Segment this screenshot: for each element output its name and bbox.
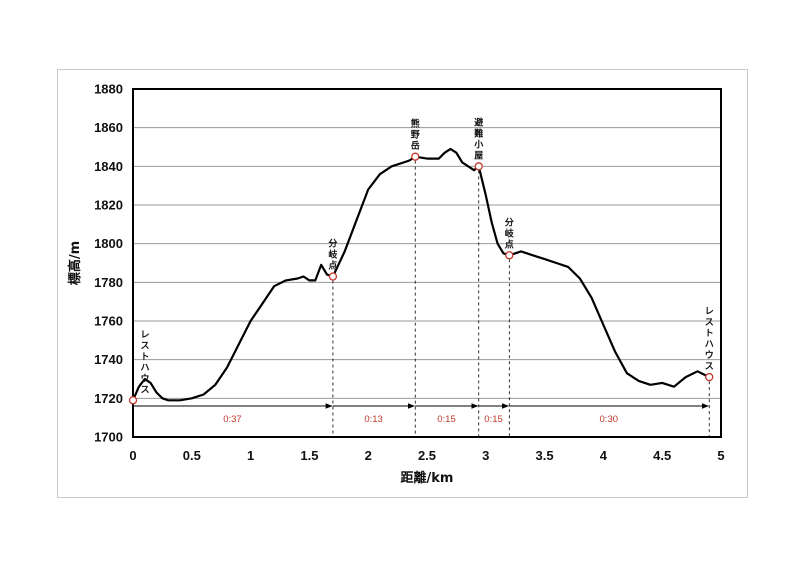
waypoint-label-char: 野 [411, 130, 420, 141]
x-tick-label: 3 [482, 448, 489, 463]
waypoint-label-char: ウ [705, 350, 714, 361]
waypoint-label-char: 分 [505, 216, 514, 228]
waypoint-label-char: ト [140, 351, 149, 362]
x-tick-label: 1 [247, 448, 254, 463]
waypoint-label-char: 点 [328, 260, 337, 272]
waypoint-marker [128, 396, 138, 405]
waypoint-label-char: ス [140, 384, 149, 395]
waypoint-label-char: ハ [705, 340, 714, 350]
y-tick-label: 1780 [94, 275, 123, 290]
waypoint-label-char: レ [705, 306, 714, 317]
waypoint-label-char: ト [705, 328, 714, 339]
waypoint-label-char: 小 [473, 138, 483, 150]
elevation-line [131, 147, 711, 402]
waypoint-label-char: 点 [505, 238, 514, 250]
y-tick-label: 1800 [94, 236, 123, 251]
y-tick-label: 1700 [94, 430, 123, 445]
waypoint-label-char: 避 [474, 116, 484, 128]
x-tick-label: 3.5 [536, 448, 554, 463]
segment-time-label: 0:15 [484, 414, 503, 425]
x-tick-label: 1.5 [300, 448, 318, 463]
waypoint-label-char: ス [705, 361, 714, 372]
y-tick-label: 1820 [94, 198, 123, 213]
waypoint-marker [411, 152, 420, 161]
x-tick-label: 0.5 [183, 448, 201, 463]
y-tick-label: 1760 [94, 314, 123, 329]
waypoint-label-char: 岐 [505, 227, 515, 239]
waypoint-marker [505, 251, 514, 260]
x-axis-label: 距離/km [401, 470, 454, 486]
waypoint-label-char: レ [140, 329, 149, 340]
x-tick-label: 2 [365, 448, 372, 463]
x-tick-label: 4.5 [653, 448, 671, 463]
y-axis-label: 標高/m [67, 241, 83, 285]
y-tick-label: 1720 [94, 391, 123, 406]
segment-time-label: 0:37 [223, 414, 242, 425]
segment-time-label: 0:13 [364, 414, 383, 425]
plot-frame [132, 88, 722, 438]
waypoint-label-char: ス [140, 340, 149, 351]
x-tick-label: 2.5 [418, 448, 436, 463]
waypoint-label-char: 屋 [474, 150, 483, 161]
waypoint-label-char: 岐 [328, 249, 338, 261]
waypoint-label-char: 難 [474, 127, 483, 139]
waypoint-label-char: ス [705, 317, 714, 328]
x-tick-label: 4 [600, 448, 608, 463]
waypoint-marker [705, 372, 714, 382]
waypoint-label-char: 熊 [411, 118, 420, 130]
y-tick-label: 1860 [94, 120, 123, 135]
waypoint-label-char: 岳 [411, 140, 420, 152]
waypoint-label-char: ウ [140, 373, 149, 384]
chart-card [57, 69, 748, 498]
y-tick-label: 1880 [94, 82, 123, 97]
x-tick-label: 0 [129, 448, 136, 463]
x-tick-label: 5 [717, 448, 724, 463]
y-tick-label: 1840 [94, 159, 123, 174]
waypoint-label-char: 分 [328, 238, 337, 250]
segment-time-label: 0:30 [600, 414, 619, 425]
waypoint-marker [328, 272, 338, 281]
y-tick-label: 1740 [94, 352, 123, 367]
waypoint-marker [474, 162, 483, 171]
segment-time-label: 0:15 [437, 414, 456, 425]
waypoint-label-char: ハ [140, 363, 149, 373]
